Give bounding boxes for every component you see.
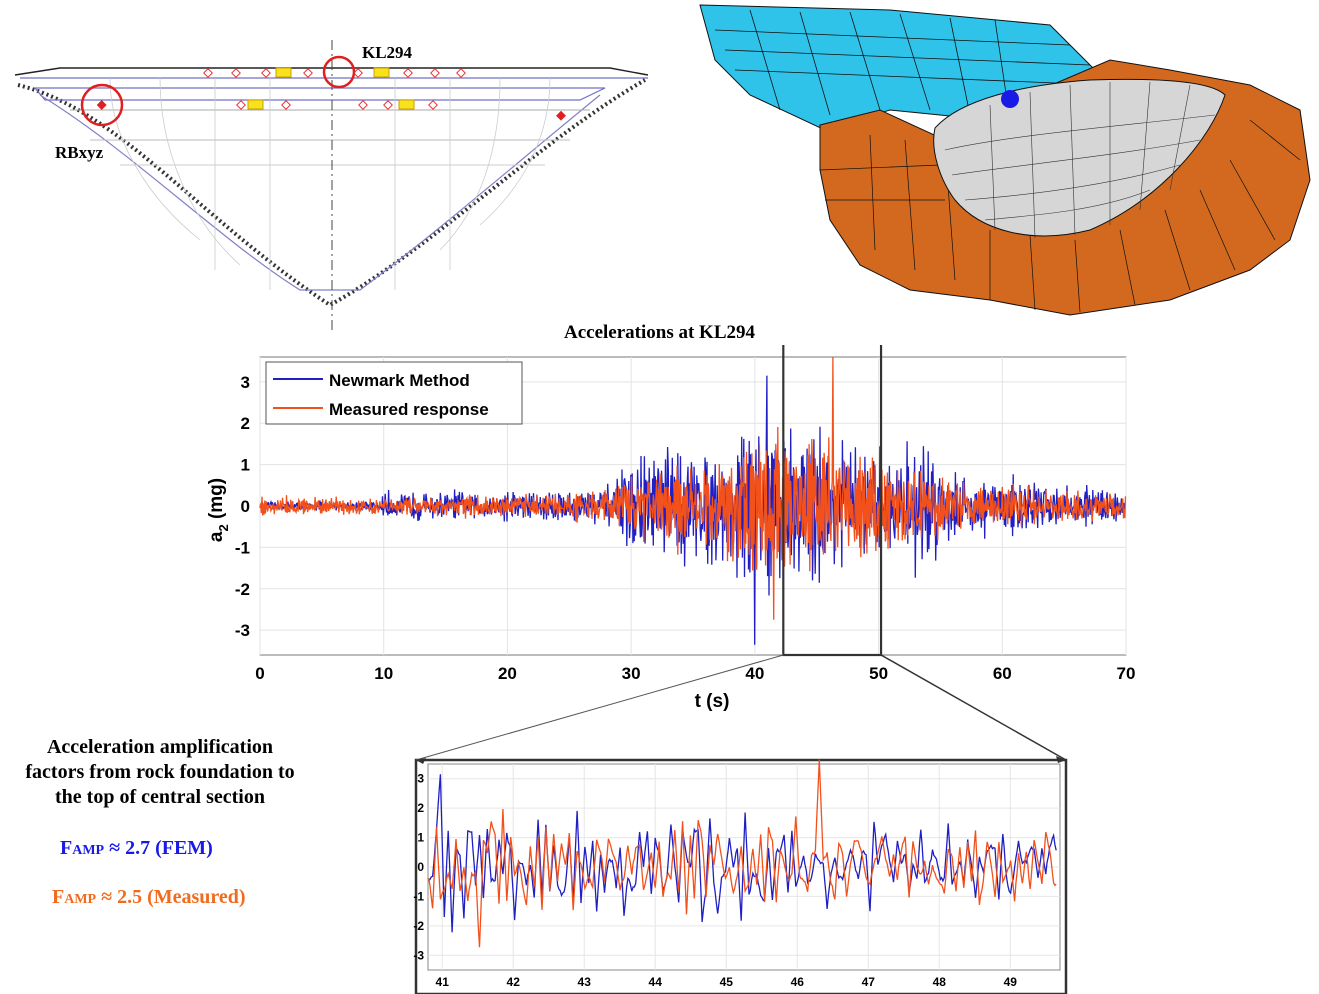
zoom-grid bbox=[428, 764, 1060, 970]
zoom-x-tick-label: 42 bbox=[507, 975, 521, 989]
dam-cross-section-diagram: KL294 RBxyz bbox=[14, 40, 649, 330]
x-tick-label: 60 bbox=[993, 664, 1012, 683]
zoom-x-tick-label: 49 bbox=[1004, 975, 1018, 989]
amplification-note: Acceleration amplification factors from … bbox=[10, 735, 310, 810]
zoom-x-tick-label: 48 bbox=[933, 975, 947, 989]
amplification-note-line: factors from rock foundation to bbox=[25, 761, 295, 783]
zoom-series-line-measured bbox=[428, 759, 1057, 948]
zoom-y-tick-label: 1 bbox=[417, 831, 424, 845]
y-tick-label: 1 bbox=[241, 456, 250, 475]
zoom-ticks: 41 42 43 44 45 46 47 48 49 -3 -2 -1 0 1 2 3 bbox=[413, 772, 1017, 989]
y-axis-label: a2 (mg) bbox=[206, 478, 231, 542]
zoom-x-tick-label: 46 bbox=[791, 975, 805, 989]
zoom-acceleration-chart: 41 42 43 44 45 46 47 48 49 -3 -2 -1 0 1 2 3 bbox=[413, 758, 1068, 994]
x-tick-label: 70 bbox=[1117, 664, 1136, 683]
zoom-x-tick-label: 41 bbox=[436, 975, 450, 989]
x-tick-label: 30 bbox=[622, 664, 641, 683]
y-tick-label: -2 bbox=[235, 580, 250, 599]
x-tick-label: 50 bbox=[869, 664, 888, 683]
x-axis-label: t (s) bbox=[695, 691, 730, 712]
legend-label-newmark: Newmark Method bbox=[329, 371, 470, 390]
dam-3d-model bbox=[699, 4, 1311, 316]
y-tick-label: 3 bbox=[241, 373, 250, 392]
zoom-y-tick-label: -3 bbox=[413, 948, 424, 962]
amplification-note-line: Acceleration amplification bbox=[46, 736, 274, 758]
zoom-y-tick-label: 3 bbox=[417, 772, 424, 786]
zoom-y-tick-label: 2 bbox=[417, 801, 424, 815]
main-series-group bbox=[259, 356, 1127, 645]
y-tick-label: 0 bbox=[241, 497, 250, 516]
y-tick-label: 2 bbox=[241, 414, 250, 433]
zoom-x-tick-label: 45 bbox=[720, 975, 734, 989]
zoom-y-tick-label: -2 bbox=[413, 919, 424, 933]
zoom-series-group bbox=[428, 759, 1057, 948]
main-chart-title: Accelerations at KL294 bbox=[563, 322, 755, 343]
famp-fem-value: FAMP ≈ 2.7 (FEM) bbox=[60, 837, 213, 859]
amplification-note-line: the top of central section bbox=[55, 786, 265, 808]
x-tick-label: 0 bbox=[255, 664, 264, 683]
famp-measured-value: FAMP ≈ 2.5 (Measured) bbox=[52, 886, 246, 908]
x-tick-label: 40 bbox=[745, 664, 764, 683]
main-acceleration-chart: 0 10 20 30 40 50 60 70 -3 -2 -1 0 1 2 3 Newmark Method… bbox=[206, 345, 1136, 712]
zoom-x-tick-label: 43 bbox=[578, 975, 592, 989]
x-tick-label: 20 bbox=[498, 664, 517, 683]
y-tick-label: -3 bbox=[235, 621, 250, 640]
zoom-x-tick-label: 44 bbox=[649, 975, 663, 989]
sensor-marker-icon bbox=[1001, 90, 1019, 108]
legend: Newmark Method Measured response bbox=[265, 361, 523, 425]
zoom-y-tick-label: 0 bbox=[417, 860, 424, 874]
sensor-label-rbxyz: RBxyz bbox=[55, 143, 104, 162]
zoom-series-line-newmark bbox=[428, 774, 1057, 933]
sensor-label-kl294: KL294 bbox=[362, 43, 413, 62]
legend-label-measured: Measured response bbox=[329, 400, 489, 419]
zoom-x-tick-label: 47 bbox=[862, 975, 876, 989]
y-tick-label: -1 bbox=[235, 538, 250, 557]
x-tick-label: 10 bbox=[374, 664, 393, 683]
zoom-window-box bbox=[782, 345, 883, 657]
series-line-measured bbox=[259, 356, 1127, 620]
zoom-y-tick-label: -1 bbox=[413, 889, 424, 903]
